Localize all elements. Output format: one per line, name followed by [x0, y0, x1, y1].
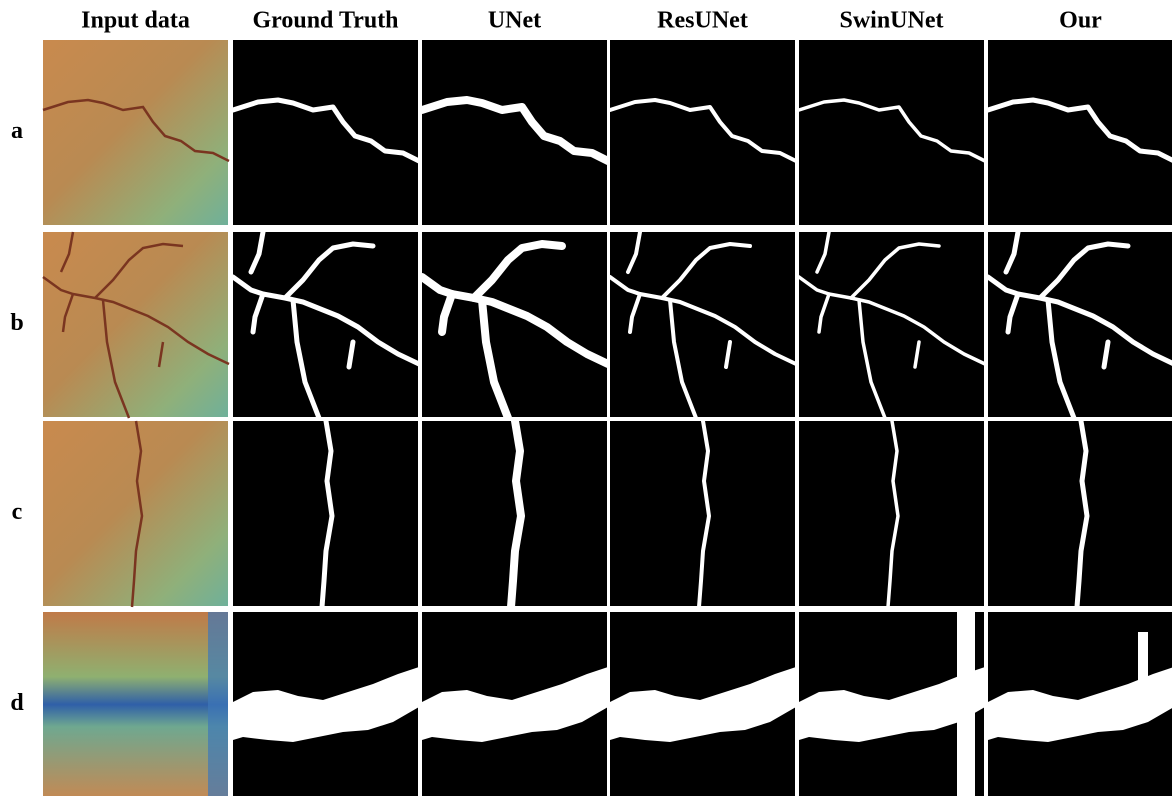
mask-image	[610, 612, 796, 796]
background	[799, 40, 984, 225]
background	[422, 232, 607, 417]
background	[610, 232, 795, 417]
input-image	[43, 421, 228, 607]
surface	[43, 612, 228, 796]
mask-image	[422, 421, 607, 607]
column-header: SwinUNet	[839, 8, 943, 34]
column-header: Input data	[81, 8, 190, 34]
mask-image	[799, 40, 985, 225]
row-label: c	[12, 499, 23, 525]
crack-region	[957, 612, 975, 796]
row-label: b	[10, 310, 23, 336]
column-header: Ground Truth	[252, 8, 398, 34]
mask-image	[422, 232, 608, 418]
input-image	[43, 232, 229, 418]
mask-image	[422, 612, 608, 796]
mask-image	[422, 40, 608, 225]
mask-image	[610, 40, 796, 225]
surface	[43, 40, 228, 225]
mask-image	[799, 232, 985, 418]
background	[233, 40, 418, 225]
mask-image	[233, 612, 419, 796]
input-image	[43, 40, 229, 225]
row-label: a	[11, 118, 23, 144]
column-header: ResUNet	[657, 8, 748, 34]
input-image	[43, 612, 228, 796]
background	[422, 40, 607, 225]
row-label: d	[10, 690, 24, 716]
surface	[43, 421, 228, 606]
mask-image	[233, 421, 418, 607]
column-header: Our	[1059, 8, 1102, 34]
mask-image	[610, 232, 796, 418]
background	[988, 40, 1172, 225]
background	[233, 232, 418, 417]
edge	[208, 612, 228, 796]
mask-image	[799, 421, 984, 607]
mask-image	[988, 612, 1172, 796]
mask-image	[233, 232, 419, 418]
background	[610, 40, 795, 225]
background	[799, 232, 984, 417]
figure: Input data Ground Truth UNet ResUNet SwinUNe…	[0, 0, 1172, 796]
mask-image	[799, 612, 985, 796]
background	[988, 232, 1172, 417]
mask-image	[988, 421, 1172, 607]
mask-image	[988, 40, 1172, 225]
mask-image	[233, 40, 419, 225]
surface	[43, 232, 228, 417]
crack-region	[1138, 632, 1148, 692]
mask-image	[610, 421, 795, 607]
mask-image	[988, 232, 1172, 418]
column-header: UNet	[488, 8, 541, 34]
